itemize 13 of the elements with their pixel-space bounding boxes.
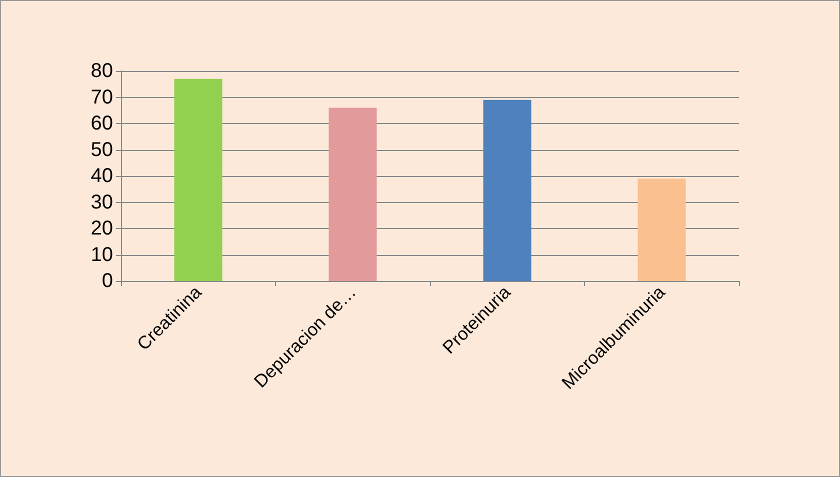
y-tick-label: 0 bbox=[102, 270, 113, 292]
y-tick-label: 70 bbox=[90, 86, 113, 108]
bar bbox=[174, 78, 222, 281]
y-tick-label: 60 bbox=[90, 112, 113, 134]
y-tick-label: 10 bbox=[90, 244, 113, 266]
bar bbox=[328, 108, 377, 281]
y-tick-label: 20 bbox=[90, 218, 113, 240]
y-tick-label: 40 bbox=[90, 165, 113, 187]
bar bbox=[638, 178, 686, 281]
y-tick-label: 50 bbox=[90, 138, 113, 161]
bar bbox=[483, 100, 532, 281]
y-tick-label: 30 bbox=[90, 191, 113, 214]
y-tick-label: 80 bbox=[90, 60, 113, 82]
